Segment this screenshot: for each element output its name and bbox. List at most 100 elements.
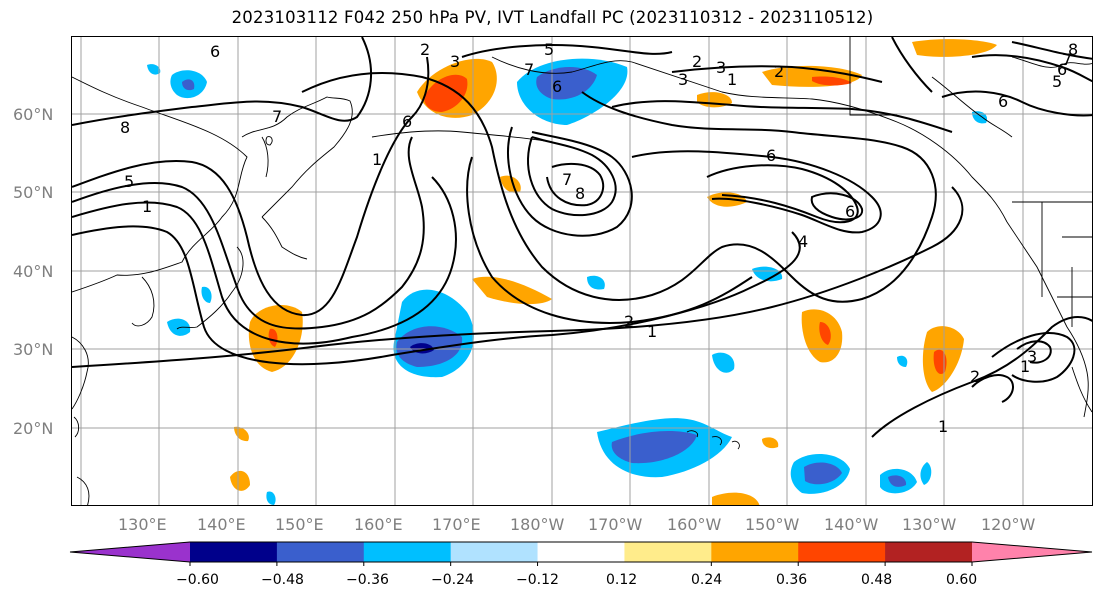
contour-line — [991, 332, 1076, 383]
contour-label: 3 — [450, 52, 460, 71]
contour-label: 8 — [120, 118, 130, 137]
contour-label: 5 — [1052, 72, 1062, 91]
hawaii-islands — [686, 430, 740, 450]
colorbar-segment — [276, 542, 365, 562]
na-west-coast — [1006, 221, 1089, 418]
contour-label: 7 — [1062, 50, 1072, 69]
negative-anomaly — [712, 352, 735, 373]
colorbar-segment — [798, 542, 886, 562]
contour-label: 5 — [124, 172, 134, 191]
contour-label: 6 — [402, 112, 412, 131]
negative-anomaly-core — [611, 431, 697, 464]
colorbar-segment — [885, 542, 973, 562]
lon-label-120w: 120°W — [981, 515, 1036, 534]
negative-anomaly-core — [182, 79, 195, 91]
negative-anomaly — [201, 286, 212, 303]
contour-line — [631, 150, 882, 234]
contour-label: 2 — [624, 312, 634, 331]
contour-line — [72, 225, 801, 366]
contour-line — [810, 192, 864, 221]
map-area: 6 2 3 5 7 6 8 7 5 1 6 1 7 8 6 6 4 2 1 2 … — [71, 36, 1093, 506]
lat-label-40n: 40°N — [13, 262, 54, 281]
positive-anomaly-core — [933, 349, 947, 375]
colorbar-segment — [711, 542, 799, 562]
colorbar-tick: 0.24 — [691, 572, 723, 588]
contour-line — [871, 316, 1092, 438]
contour-label: 1 — [1020, 357, 1030, 376]
contour-label: 8 — [1068, 40, 1078, 59]
baja-coast — [1071, 366, 1092, 413]
contour-line — [971, 374, 1014, 403]
hudson-lakes — [1011, 56, 1092, 68]
contour-label: 7 — [272, 107, 282, 126]
contour-label: 6 — [1057, 60, 1067, 79]
lon-label-170e: 170°E — [432, 515, 481, 534]
contour-line — [611, 100, 953, 133]
colorbar-segment — [450, 542, 539, 562]
lon-label-150e: 150°E — [275, 515, 324, 534]
contour-line — [461, 44, 673, 58]
contour-line — [72, 136, 425, 330]
lat-label-30n: 30°N — [13, 340, 54, 359]
positive-anomaly — [500, 175, 521, 193]
contour-label: 5 — [544, 40, 554, 59]
contour-line — [72, 176, 457, 345]
contour-line — [1016, 340, 1052, 364]
lon-label-160w: 160°W — [667, 515, 722, 534]
kuril-arc — [261, 216, 308, 260]
negative-anomaly — [147, 64, 161, 75]
contour-label: 7 — [562, 170, 572, 189]
china-coast — [72, 336, 89, 410]
taiwan — [73, 416, 80, 438]
colorbar-segment — [190, 542, 278, 562]
lon-label-130w: 130°W — [902, 515, 957, 534]
positive-anomaly-core — [424, 74, 468, 112]
negative-anomaly — [587, 275, 605, 290]
colorbar-tick: 0.60 — [946, 572, 978, 588]
contour-label: 6 — [766, 146, 776, 165]
negative-anomaly — [920, 462, 932, 485]
contour-line — [466, 156, 753, 324]
positive-anomaly — [762, 437, 779, 449]
contour-line — [546, 162, 605, 207]
contour-label: 7 — [524, 60, 534, 79]
contour-line — [301, 72, 937, 303]
lon-label-130e: 130°E — [118, 515, 167, 534]
colorbar-tick: −0.36 — [346, 572, 389, 588]
contour-line — [941, 90, 1092, 117]
positive-anomaly-core — [268, 328, 278, 347]
colorbar — [69, 541, 1093, 566]
lon-label-140w: 140°W — [824, 515, 879, 534]
colorbar-tick: −0.12 — [516, 572, 559, 588]
korea-coast — [131, 276, 155, 327]
positive-anomaly-core — [812, 76, 852, 86]
colorbar-tick: 0.36 — [776, 572, 808, 588]
contour-label: 4 — [798, 232, 808, 251]
contour-label: 1 — [938, 417, 948, 436]
kamchatka-coast — [241, 96, 353, 218]
colorbar-segment — [537, 542, 625, 562]
nw-canada-coast — [931, 76, 1013, 138]
colorbar-tick: 0.12 — [606, 572, 638, 588]
small-island — [265, 136, 273, 146]
lon-label-140e: 140°E — [197, 515, 246, 534]
lat-label-60n: 60°N — [13, 105, 54, 124]
contour-label: 6 — [845, 202, 855, 221]
colorbar-segments — [69, 541, 1093, 566]
colorbar-extend-max — [972, 542, 1092, 562]
negative-anomaly — [752, 266, 783, 282]
japan-coast — [176, 246, 244, 330]
map-title: 2023103112 F042 250 hPa PV, IVT Landfall… — [231, 8, 874, 27]
colorbar-tick: 0.48 — [861, 572, 893, 588]
colorbar-tick: −0.24 — [431, 572, 474, 588]
contour-label: 1 — [727, 70, 737, 89]
positive-anomaly — [472, 276, 552, 305]
contour-line — [527, 136, 617, 217]
colorbar-segment — [363, 542, 452, 562]
contour-line — [72, 56, 430, 317]
lon-label-180w: 180°W — [510, 515, 565, 534]
contour-label: 3 — [678, 70, 688, 89]
asia-coast — [72, 76, 248, 293]
contour-label: 6 — [998, 92, 1008, 111]
contour-label: 1 — [647, 322, 657, 341]
